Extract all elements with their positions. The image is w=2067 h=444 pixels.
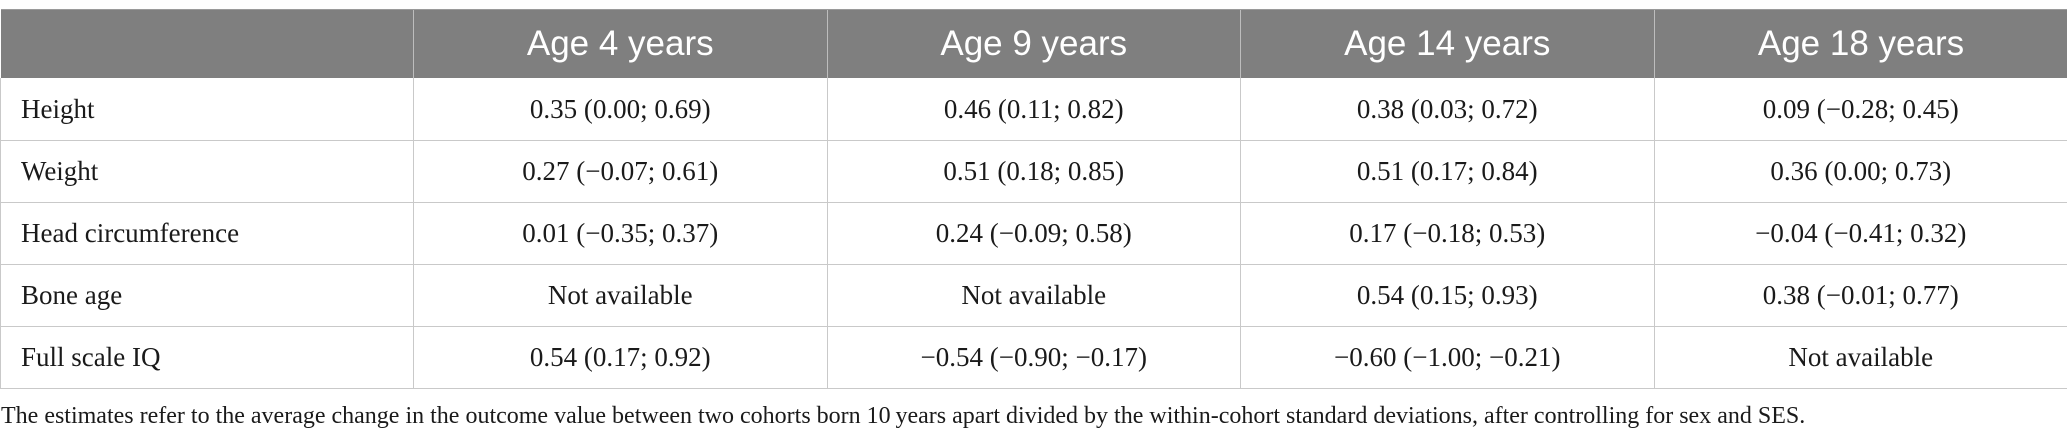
results-table: Age 4 years Age 9 years Age 14 years Age… [0,9,2067,389]
table-cell: 0.09 (−0.28; 0.45) [1653,78,2067,141]
table-row: Bone age Not available Not available 0.5… [0,264,2067,327]
row-label: Head circumference [0,202,414,265]
table-cell: −0.60 (−1.00; −0.21) [1240,326,1654,389]
table-cell: 0.38 (0.03; 0.72) [1240,78,1654,141]
header-cell-age-18: Age 18 years [1653,9,2067,78]
table-cell: 0.54 (0.17; 0.92) [413,326,827,389]
table-row: Full scale IQ 0.54 (0.17; 0.92) −0.54 (−… [0,326,2067,389]
header-cell-age-4: Age 4 years [413,9,827,78]
table-cell: 0.54 (0.15; 0.93) [1240,264,1654,327]
row-label: Full scale IQ [0,326,414,389]
row-label: Bone age [0,264,414,327]
table-cell: −0.54 (−0.90; −0.17) [826,326,1241,389]
table-row: Weight 0.27 (−0.07; 0.61) 0.51 (0.18; 0.… [0,140,2067,203]
header-cell-age-14: Age 14 years [1240,9,1654,78]
table-cell: 0.46 (0.11; 0.82) [826,78,1241,141]
table-body: Height 0.35 (0.00; 0.69) 0.46 (0.11; 0.8… [0,78,2067,389]
table-cell: 0.36 (0.00; 0.73) [1653,140,2067,203]
header-cell-age-9: Age 9 years [826,9,1241,78]
table-cell: 0.38 (−0.01; 0.77) [1653,264,2067,327]
table-cell: 0.27 (−0.07; 0.61) [413,140,827,203]
table-cell: 0.35 (0.00; 0.69) [413,78,827,141]
table-cell: 0.51 (0.18; 0.85) [826,140,1241,203]
header-cell-blank [0,9,414,78]
table-cell: 0.24 (−0.09; 0.58) [826,202,1241,265]
row-label: Height [0,78,414,141]
table-header: Age 4 years Age 9 years Age 14 years Age… [0,9,2067,78]
header-row: Age 4 years Age 9 years Age 14 years Age… [0,9,2067,78]
table-cell: 0.51 (0.17; 0.84) [1240,140,1654,203]
table-footnote: The estimates refer to the average chang… [1,403,1806,429]
table-row: Height 0.35 (0.00; 0.69) 0.46 (0.11; 0.8… [0,78,2067,141]
table-cell: 0.17 (−0.18; 0.53) [1240,202,1654,265]
results-table-container: Age 4 years Age 9 years Age 14 years Age… [0,9,2067,389]
table-cell: Not available [826,264,1241,327]
table-row: Head circumference 0.01 (−0.35; 0.37) 0.… [0,202,2067,265]
table-cell: Not available [413,264,827,327]
table-cell: −0.04 (−0.41; 0.32) [1653,202,2067,265]
table-cell: Not available [1653,326,2067,389]
table-cell: 0.01 (−0.35; 0.37) [413,202,827,265]
row-label: Weight [0,140,414,203]
